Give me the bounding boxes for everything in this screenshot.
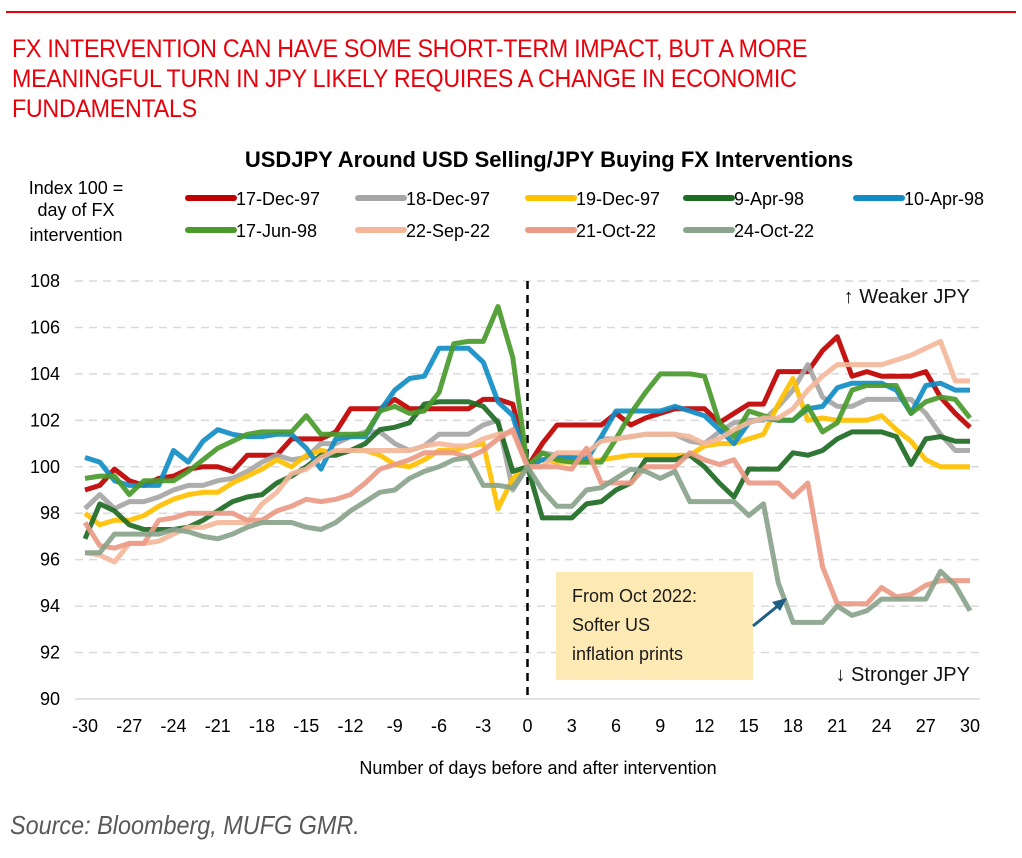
y-tick-label: 106 (30, 317, 60, 337)
x-tick-label: 18 (783, 716, 803, 736)
x-tick-label: 3 (567, 716, 577, 736)
y-axis-label-line: day of FX (37, 200, 114, 220)
series-lines (82, 304, 973, 625)
x-tick-label: 30 (960, 716, 980, 736)
x-tick-label: 24 (871, 716, 891, 736)
legend-item: 18-Dec-97 (355, 189, 490, 209)
x-tick-label: -24 (160, 716, 186, 736)
x-tick-label: -9 (387, 716, 403, 736)
y-tick-label: 108 (30, 271, 60, 291)
x-tick-label: 12 (694, 716, 714, 736)
x-axis-ticks: -30 -27 -24 -21 -18 -15 -12 -9 -6 -3 0 3 6 9 12 15 18 21 2… (72, 716, 980, 736)
y-axis-label: Index 100 = day of FX intervention (29, 178, 124, 245)
series-line-24-Oct-22 (85, 455, 973, 625)
stronger-jpy-label: ↓ Stronger JPY (835, 664, 970, 686)
annotation-box (556, 572, 753, 680)
y-tick-label: 102 (30, 410, 60, 430)
annotation-arrow (752, 603, 780, 628)
x-tick-label: -6 (431, 716, 447, 736)
x-tick-label: 27 (916, 716, 936, 736)
top-rule (6, 11, 1016, 13)
legend-label: 17-Dec-97 (236, 189, 320, 209)
y-tick-label: 94 (40, 596, 60, 616)
x-tick-label: -27 (116, 716, 142, 736)
legend-item: 9-Apr-98 (683, 189, 804, 209)
legend-label: 22-Sep-22 (406, 221, 490, 241)
y-tick-label: 92 (40, 643, 60, 663)
y-tick-label: 98 (40, 503, 60, 523)
legend-item: 24-Oct-22 (683, 221, 814, 241)
x-tick-label: 21 (827, 716, 847, 736)
legend-label: 24-Oct-22 (734, 221, 814, 241)
annotation-line: inflation prints (572, 644, 683, 664)
x-tick-label: 6 (611, 716, 621, 736)
annotation: From Oct 2022: Softer US inflation print… (556, 572, 787, 680)
x-tick-label: -18 (249, 716, 275, 736)
legend-item: 17-Jun-98 (185, 221, 317, 241)
legend-label: 17-Jun-98 (236, 221, 317, 241)
x-tick-label: -21 (205, 716, 231, 736)
legend-item: 19-Dec-97 (525, 189, 660, 209)
annotation-line: Softer US (572, 615, 650, 635)
legend-item: 21-Oct-22 (525, 221, 656, 241)
annotation-arrowhead (772, 598, 787, 611)
legend-label: 18-Dec-97 (406, 189, 490, 209)
x-tick-label: -30 (72, 716, 98, 736)
annotation-line: From Oct 2022: (572, 586, 697, 606)
source-note: Source: Bloomberg, MUFG GMR. (10, 810, 360, 840)
y-tick-label: 104 (30, 364, 60, 384)
x-tick-label: 0 (522, 716, 532, 736)
chart: USDJPY Around USD Selling/JPY Buying FX … (29, 147, 984, 778)
headline: FX INTERVENTION CAN HAVE SOME SHORT-TERM… (12, 35, 808, 123)
legend-item: 10-Apr-98 (853, 189, 984, 209)
x-tick-label: -12 (337, 716, 363, 736)
chart-title: USDJPY Around USD Selling/JPY Buying FX … (245, 147, 853, 172)
y-axis-label-line: Index 100 = (29, 178, 124, 198)
legend: 17-Dec-97 18-Dec-97 19-Dec-97 9-Apr-98 10-Ap… (185, 189, 984, 241)
y-axis-label-line: intervention (29, 225, 122, 245)
legend-item: 22-Sep-22 (355, 221, 490, 241)
legend-label: 10-Apr-98 (904, 189, 984, 209)
y-tick-label: 90 (40, 689, 60, 709)
weaker-jpy-label: ↑ Weaker JPY (844, 286, 970, 308)
legend-label: 19-Dec-97 (576, 189, 660, 209)
x-tick-label: 15 (739, 716, 759, 736)
legend-label: 9-Apr-98 (734, 189, 804, 209)
y-tick-label: 100 (30, 457, 60, 477)
x-tick-label: 9 (655, 716, 665, 736)
legend-label: 21-Oct-22 (576, 221, 656, 241)
y-axis-ticks: 90 92 94 96 98 100 102 104 106 108 (30, 271, 60, 709)
legend-item: 17-Dec-97 (185, 189, 320, 209)
x-axis-title: Number of days before and after interven… (359, 758, 716, 778)
x-tick-label: -15 (293, 716, 319, 736)
x-tick-label: -3 (475, 716, 491, 736)
y-tick-label: 96 (40, 550, 60, 570)
